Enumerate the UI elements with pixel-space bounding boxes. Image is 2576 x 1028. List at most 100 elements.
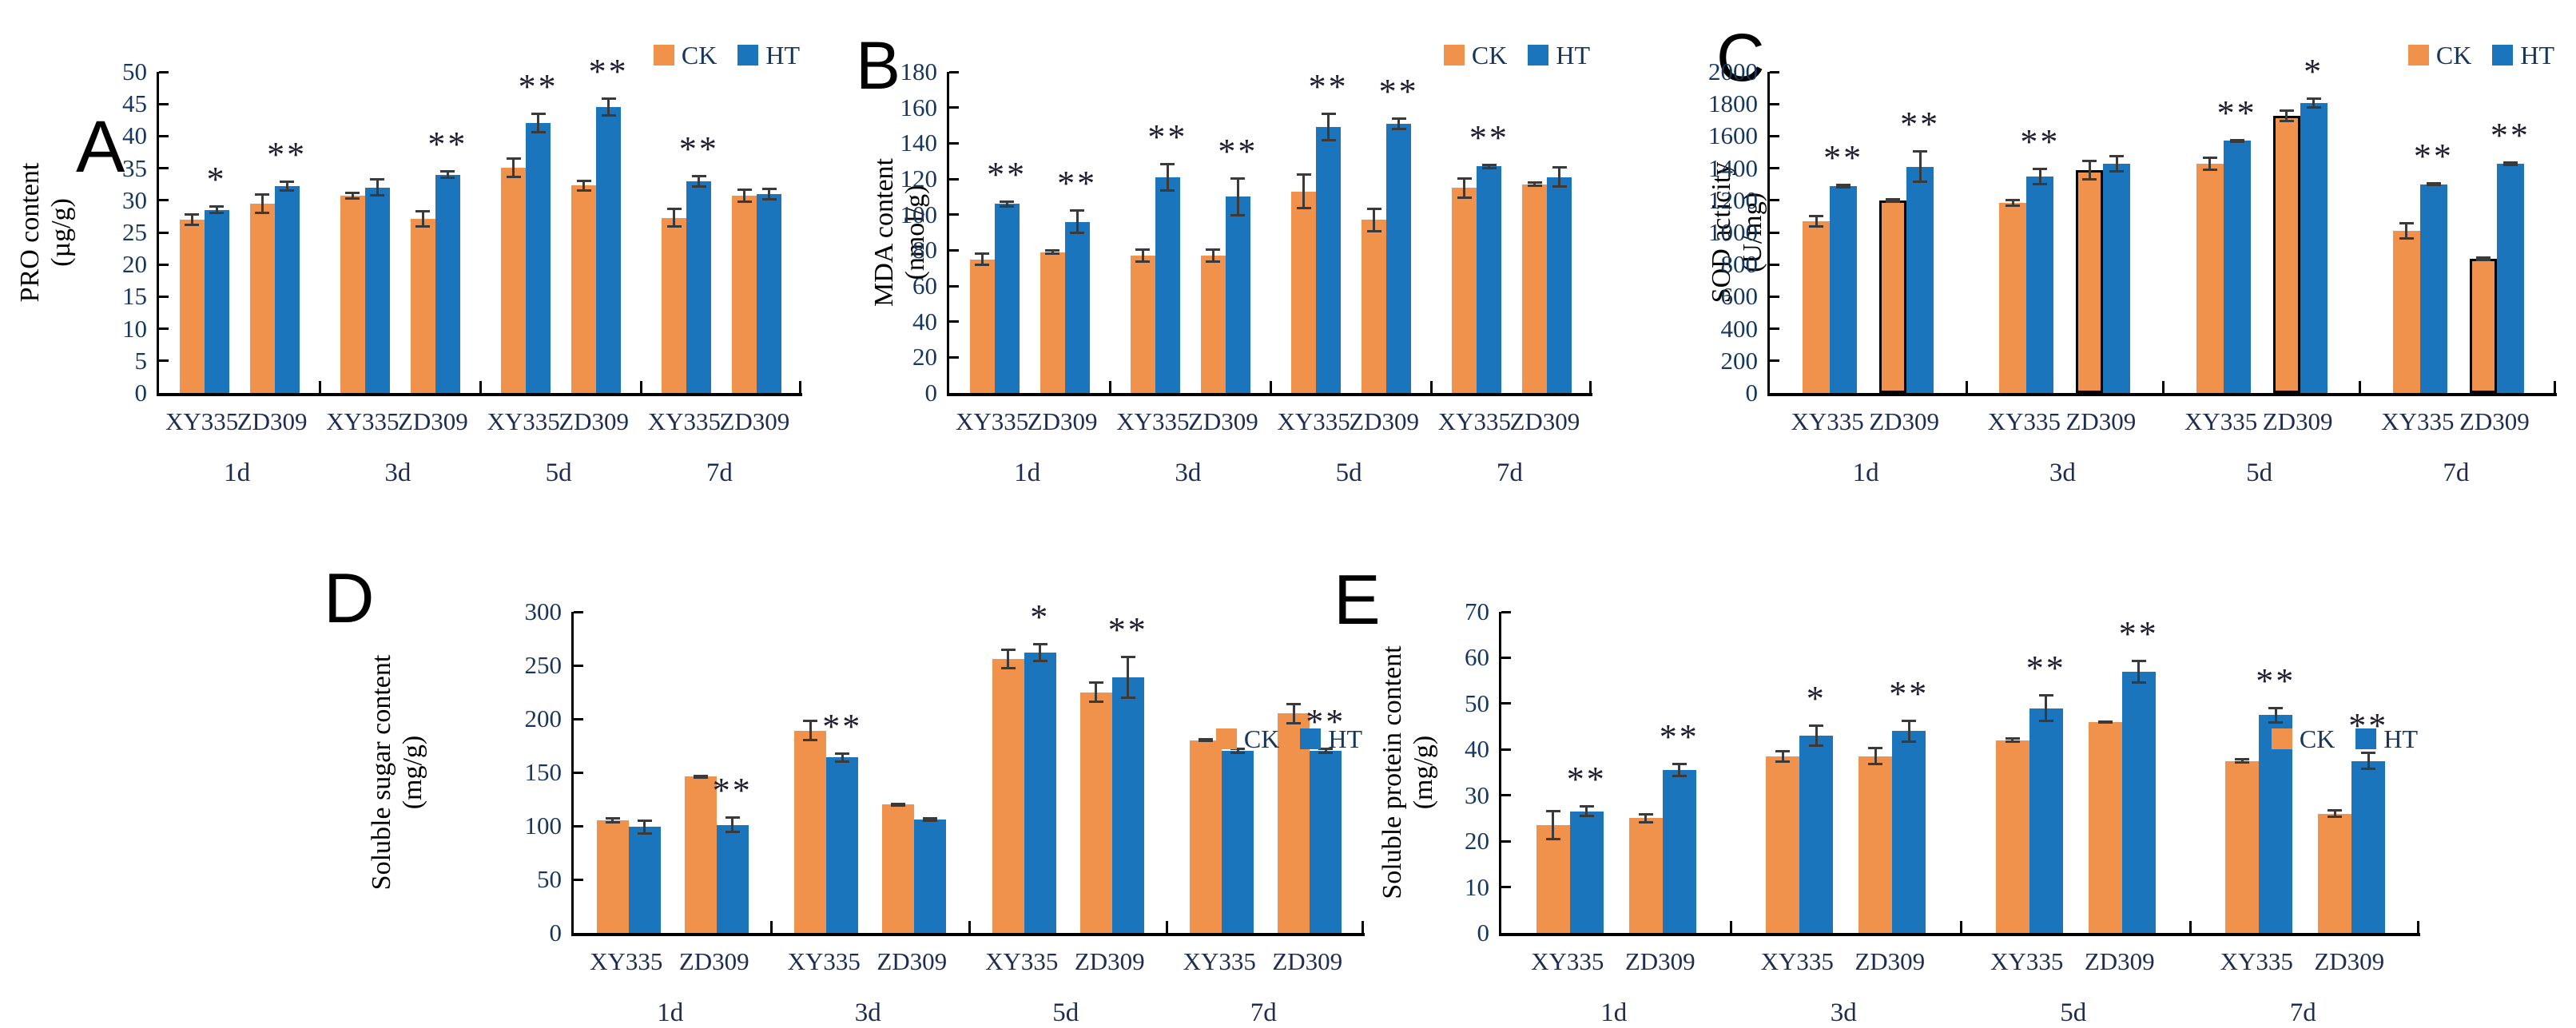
error-cap-bottom [891, 804, 906, 807]
error-line [1815, 724, 1818, 747]
bar-ck-7d-ZD309 [1522, 184, 1548, 393]
bar-ht-1d-XY335 [1830, 185, 1858, 393]
y-tick-label: 15 [122, 282, 147, 311]
error-bar-ck-1d-XY335 [975, 252, 990, 267]
x-label-day: 5d [2060, 998, 2087, 1027]
legend-swatch-ck [2271, 728, 2292, 749]
error-cap-bottom [1045, 252, 1060, 255]
x-label-variety: ZD309 [719, 407, 790, 435]
legend: CK HT [2315, 41, 2554, 69]
error-cap-bottom [1672, 775, 1687, 778]
error-bar-ck-3d-ZD309 [1868, 747, 1883, 766]
panel-C: C SOD acticity (U/mg) ** ** ** ** * ** ** 0 200… [1694, 0, 2576, 547]
error-line [2509, 161, 2512, 166]
x-label-day: 1d [1014, 458, 1041, 487]
error-cap-bottom [975, 264, 990, 267]
error-line [980, 252, 984, 267]
bar-ck-5d-ZD309 [2272, 116, 2300, 393]
y-axis-tick [1770, 102, 1779, 105]
x-label-variety: ZD309 [1349, 407, 1420, 435]
plot-area: ** ** * ** ** ** ** ** [1499, 610, 2420, 936]
error-cap-bottom [1135, 260, 1151, 263]
error-bar-ck-3d-ZD309 [1206, 248, 1221, 263]
error-line [2011, 737, 2014, 744]
bar-ck-1d-ZD309 [1879, 200, 1907, 393]
y-tick-label: 0 [924, 379, 938, 407]
x-axis-tick [1270, 381, 1272, 393]
bar-ht-3d-XY335 [364, 187, 390, 393]
error-cap-bottom [2235, 761, 2250, 764]
bar-ck-3d-XY335 [794, 730, 827, 933]
error-line [1907, 719, 1910, 743]
legend-label: HT [2520, 41, 2554, 69]
error-bar-ht-1d-XY335 [1579, 805, 1594, 818]
panel-letter-B: B [856, 28, 901, 103]
y-tick-label: 40 [122, 121, 147, 150]
error-line [1891, 197, 1894, 203]
y-tick-label: 40 [1465, 735, 1489, 764]
x-axis-tick [798, 381, 801, 393]
error-cap-bottom [2097, 721, 2113, 724]
legend-swatch-ht [2355, 728, 2377, 749]
error-cap-bottom [605, 821, 620, 824]
bar-ht-5d-ZD309 [2300, 103, 2328, 393]
error-line [2405, 221, 2408, 240]
error-cap-bottom [1481, 166, 1497, 169]
bar-ht-5d-ZD309 [596, 107, 622, 393]
y-tick-label: 0 [549, 919, 563, 947]
bar-ck-5d-XY335 [2196, 163, 2224, 393]
y-tick-label: 10 [122, 314, 147, 343]
y-tick-label: 35 [122, 153, 147, 182]
x-label-variety: ZD309 [559, 407, 630, 435]
legend-swatch-ck [1443, 45, 1465, 65]
error-line [1039, 642, 1042, 662]
panel-D: D Soluble sugar content (mg/g) ** ** * ** **… [316, 547, 1370, 1027]
bar-ht-1d-XY335 [628, 827, 661, 933]
error-line [1095, 681, 1098, 703]
x-axis-tick [2553, 381, 2556, 393]
error-line [731, 816, 734, 834]
legend-label: CK [1243, 724, 1280, 753]
error-line [215, 205, 218, 215]
y-axis-tick [1770, 70, 1779, 73]
error-cap-bottom [1032, 659, 1047, 662]
error-line [2274, 706, 2277, 724]
y-axis-tick [949, 106, 959, 109]
legend: CK HT [560, 42, 800, 68]
x-label-day: 3d [2049, 458, 2076, 487]
error-bar-ht-3d-ZD309 [1230, 177, 1246, 216]
y-tick-label: 1400 [1708, 153, 1758, 182]
error-cap-bottom [1296, 206, 1311, 209]
error-line [643, 819, 646, 835]
x-label-variety: ZD309 [1187, 407, 1258, 435]
y-tick-label: 120 [900, 165, 938, 193]
error-bar-ht-7d-ZD309 [761, 187, 777, 200]
legend-swatch-ck [1215, 728, 1237, 749]
error-cap-bottom [370, 193, 385, 196]
y-tick-label: 10 [1465, 872, 1489, 901]
y-axis-tick [159, 231, 169, 234]
error-cap-bottom [1868, 763, 1883, 766]
y-axis-tick [1770, 231, 1779, 234]
y-tick-label: 70 [1465, 597, 1489, 625]
y-tick-label: 60 [1465, 643, 1489, 672]
error-bar-ht-3d-XY335 [835, 752, 850, 763]
panel-E: E Soluble protein content (mg/g) ** ** * **… [1322, 547, 2432, 1027]
bar-ht-1d-XY335 [204, 209, 229, 393]
x-axis-tick [318, 381, 321, 393]
bar-ck-1d-ZD309 [249, 203, 275, 393]
y-axis-tick [159, 295, 169, 298]
y-axis-tick [949, 248, 959, 252]
y-tick-label: 100 [900, 200, 938, 228]
error-cap-bottom [2131, 681, 2146, 684]
error-cap-bottom [725, 831, 740, 834]
significance-mark-1d-XY335: * [206, 160, 227, 200]
y-axis-tick [949, 355, 959, 359]
error-cap-bottom [255, 211, 270, 214]
error-cap-bottom [1579, 815, 1594, 818]
x-axis-tick [640, 381, 643, 393]
y-tick-label: 60 [912, 272, 937, 300]
error-cap-bottom [1902, 740, 1917, 743]
y-axis-tick [159, 134, 169, 137]
